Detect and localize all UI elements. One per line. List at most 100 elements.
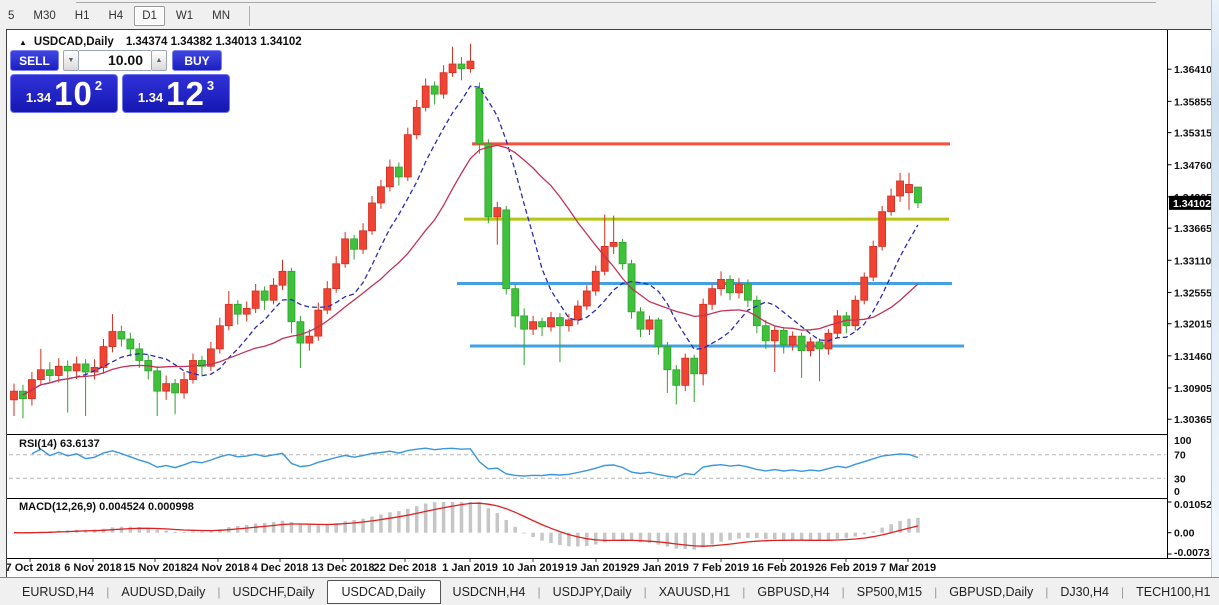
- price-axis: 1.364101.358551.353151.347601.342051.336…: [1167, 64, 1212, 426]
- date-label: 7 Mar 2019: [880, 562, 936, 574]
- macd-histogram-bar: [790, 532, 795, 540]
- chart-tab-audusd-daily[interactable]: AUDUSD,Daily: [121, 584, 206, 599]
- tab-separator: |: [106, 584, 110, 599]
- timeframe-button-w1[interactable]: W1: [175, 10, 194, 22]
- candle: [878, 211, 887, 247]
- candle: [690, 357, 699, 375]
- macd-histogram-bar: [334, 523, 338, 533]
- candle: [556, 317, 564, 327]
- collapse-triangle-icon[interactable]: ▲: [19, 37, 27, 47]
- macd-histogram-bar: [835, 532, 840, 539]
- macd-histogram-bar: [289, 521, 294, 533]
- date-label: 26 Feb 2019: [815, 562, 877, 574]
- window-edge-scrollbar[interactable]: [1211, 0, 1219, 577]
- buy-price-display[interactable]: 1.34 12 3: [122, 74, 230, 113]
- timeframe-button-mn[interactable]: MN: [212, 10, 231, 22]
- candle: [215, 325, 224, 350]
- macd-histogram-bar: [164, 530, 168, 533]
- chart-tab-dj30-h4[interactable]: DJ30,H4: [1060, 584, 1110, 599]
- macd-histogram-bar: [209, 530, 213, 533]
- toolbar-divider: [76, 2, 1156, 3]
- buy-price-pips: 12: [166, 75, 205, 112]
- rsi-line: [31, 447, 919, 479]
- candle: [287, 270, 296, 323]
- macd-histogram-bar: [871, 531, 875, 533]
- candle: [296, 321, 305, 344]
- current-price-badge: [1169, 195, 1212, 210]
- macd-histogram-bar: [549, 532, 553, 544]
- tab-separator: |: [537, 584, 541, 599]
- chart-plot[interactable]: 1.364101.358551.353151.347601.342051.336…: [7, 30, 1212, 578]
- candle: [663, 346, 672, 371]
- chart-tab-xauusd-h1[interactable]: XAUUSD,H1: [658, 584, 731, 599]
- buy-button[interactable]: BUY: [172, 50, 222, 71]
- volume-increase-button[interactable]: ▲: [151, 50, 167, 71]
- tab-separator: |: [934, 584, 938, 599]
- macd-histogram-bar: [674, 532, 679, 549]
- timeframe-button-h4[interactable]: H4: [108, 10, 124, 22]
- candles-layer: [10, 43, 922, 419]
- candle: [394, 166, 403, 178]
- macd-histogram-bar: [826, 532, 831, 541]
- chart-tab-eurusd-h4[interactable]: EURUSD,H4: [22, 584, 95, 599]
- timeframe-button-m30[interactable]: M30: [33, 10, 56, 22]
- chart-tab-usdcad-daily[interactable]: USDCAD,Daily: [326, 579, 441, 604]
- macd-histogram-bar: [423, 503, 428, 533]
- candle: [502, 209, 511, 290]
- chart-tab-gbpusd-h4[interactable]: GBPUSD,H4: [757, 584, 830, 599]
- price-tick-label: 1.32555: [1174, 287, 1212, 299]
- candle: [726, 279, 734, 294]
- macd-histogram-bar: [710, 532, 714, 545]
- date-label: 10 Jan 2019: [502, 562, 564, 574]
- symbol-label: USDCAD,Daily: [33, 36, 114, 48]
- hline-layer: [457, 142, 964, 348]
- macd-histogram-bar: [361, 518, 365, 533]
- candle: [654, 319, 663, 347]
- date-label: 1 Jan 2019: [442, 562, 498, 574]
- macd-histogram-bar: [200, 531, 204, 533]
- timeframe-button-h1[interactable]: H1: [74, 10, 90, 22]
- sell-button[interactable]: SELL: [10, 50, 59, 71]
- candle: [869, 245, 878, 278]
- candle: [905, 184, 913, 193]
- timeframe-button-d1[interactable]: D1: [134, 6, 165, 26]
- timeframe-button-5[interactable]: 5: [8, 10, 15, 22]
- date-label: 22 Dec 2018: [374, 562, 437, 574]
- macd-histogram-bar: [629, 532, 634, 541]
- chart-tab-usdchf-daily[interactable]: USDCHF,Daily: [232, 584, 315, 599]
- macd-histogram-bar: [388, 512, 392, 533]
- macd-histogram-bar: [513, 526, 517, 533]
- candle: [403, 134, 412, 178]
- chart-tab-sp500-m15[interactable]: SP500,M15: [856, 584, 923, 599]
- macd-histogram-bar: [441, 502, 446, 533]
- candle: [189, 360, 197, 380]
- chart-tab-usdjpy-daily[interactable]: USDJPY,Daily: [552, 584, 632, 599]
- macd-histogram-bar: [406, 508, 410, 533]
- macd-panel: 0.010525 0.00 -0.0073: [12, 499, 1212, 559]
- chart-tab-tech100-h1[interactable]: TECH100,H1: [1136, 584, 1211, 599]
- candle: [421, 85, 430, 108]
- candle: [90, 367, 99, 373]
- macd-histogram-bar: [191, 531, 195, 533]
- one-click-trade-panel: SELL ▼ 10.00 ▲ BUY 1.34 10 2 1.34 12 3: [10, 50, 236, 113]
- candle: [779, 329, 788, 346]
- rsi-scale-label: 0: [1174, 486, 1180, 498]
- candle: [54, 365, 63, 376]
- candle: [860, 276, 869, 301]
- candle: [332, 263, 341, 290]
- macd-histogram-bar: [280, 520, 285, 533]
- volume-input[interactable]: 10.00: [79, 50, 151, 71]
- chart-window[interactable]: 1.364101.358551.353151.347601.342051.336…: [6, 29, 1212, 578]
- candle: [466, 60, 475, 70]
- rsi-scale-label: 100: [1174, 435, 1192, 447]
- candle: [251, 290, 260, 309]
- candle: [72, 363, 81, 372]
- chart-tab-usdcnh-h4[interactable]: USDCNH,H4: [452, 584, 526, 599]
- volume-decrease-button[interactable]: ▼: [63, 50, 79, 71]
- macd-histogram-bar: [522, 532, 526, 534]
- macd-histogram-bar: [853, 532, 858, 537]
- sell-price-display[interactable]: 1.34 10 2: [10, 74, 118, 113]
- tab-separator: |: [841, 584, 845, 599]
- chart-tab-gbpusd-daily[interactable]: GBPUSD,Daily: [949, 584, 1034, 599]
- price-tick-label: 1.36410: [1174, 64, 1212, 76]
